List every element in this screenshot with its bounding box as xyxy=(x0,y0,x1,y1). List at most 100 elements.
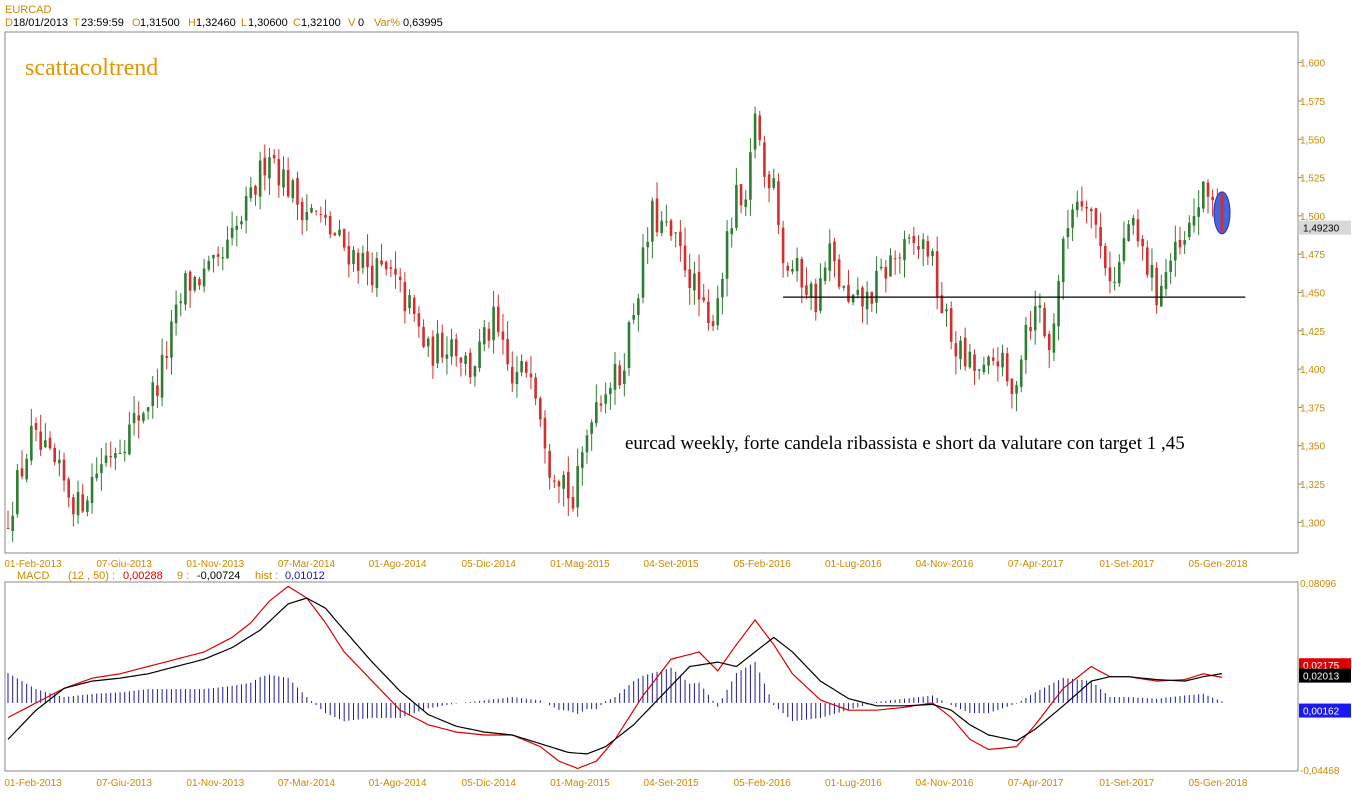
candle-body xyxy=(394,268,397,275)
candle-body xyxy=(193,276,197,291)
candle-body xyxy=(1047,333,1051,351)
candle-body xyxy=(30,425,33,461)
candle-body xyxy=(1085,206,1088,209)
price-y-axis: 1,600 1,575 1,550 1,525 1,500 1,475 1,450 1,425… xyxy=(1298,59,1325,529)
candle-body xyxy=(445,354,449,359)
candle-body xyxy=(370,265,374,286)
price-y-tick-label: 1,350 xyxy=(1300,442,1325,453)
candle-body xyxy=(20,468,24,477)
candle-body xyxy=(655,198,659,233)
candle-body xyxy=(1211,196,1214,201)
candle-body xyxy=(1136,219,1140,242)
candle-body xyxy=(1033,306,1037,331)
candle-body xyxy=(697,272,701,300)
volume-value: 0 xyxy=(358,17,364,29)
candle-body xyxy=(898,257,902,259)
close-value: 1,32100 xyxy=(301,17,341,29)
candle-body xyxy=(506,338,509,365)
volume-key: V xyxy=(348,17,356,29)
candle-body xyxy=(6,527,10,529)
macd-x-tick-label: 01-Ago-2014 xyxy=(369,778,427,789)
candle-body xyxy=(707,301,710,324)
candle-body xyxy=(53,447,56,463)
candle-body xyxy=(954,343,958,357)
candle-body xyxy=(1164,272,1168,289)
candle-body xyxy=(837,259,841,287)
candle-body xyxy=(389,267,393,270)
time-key: T xyxy=(73,17,80,29)
candle-body xyxy=(450,339,453,357)
candle-body xyxy=(800,258,804,288)
candle-body xyxy=(931,251,934,257)
candle-body xyxy=(627,322,631,368)
macd-value-tag-box xyxy=(1299,668,1351,683)
price-x-tick-label: 07-Mar-2014 xyxy=(278,559,336,570)
symbol-label: EURCAD xyxy=(5,4,52,16)
macd-x-tick-label: 07-Giu-2013 xyxy=(96,778,152,789)
candle-body xyxy=(814,283,818,313)
macd-y-axis: 0,08096 -0,04468 xyxy=(1300,579,1340,777)
candle-body xyxy=(977,369,981,371)
candle-body xyxy=(76,492,80,516)
candle-body xyxy=(609,387,612,395)
candle-body xyxy=(991,357,995,361)
price-y-tick-label: 1,600 xyxy=(1300,59,1325,70)
candle-body xyxy=(1131,218,1135,226)
candle-body xyxy=(553,480,556,482)
varpct-key: Var% xyxy=(374,17,400,29)
candle-body xyxy=(613,364,617,390)
candle-body xyxy=(893,258,897,260)
candle-body xyxy=(744,199,748,207)
macd-x-tick-label: 07-Mar-2014 xyxy=(278,778,336,789)
candle-body xyxy=(44,440,47,448)
candle-body xyxy=(202,268,206,287)
close-key: C xyxy=(293,17,301,29)
signal-param: 9 : xyxy=(177,570,189,582)
candle-body xyxy=(67,479,70,498)
candle-body xyxy=(595,402,598,424)
candle-body xyxy=(758,115,762,141)
candle-body xyxy=(170,321,173,358)
macd-y-tick-label: -0,04468 xyxy=(1300,766,1340,777)
candle-body xyxy=(212,255,215,259)
candle-body xyxy=(338,229,341,236)
candle-body xyxy=(510,366,514,384)
candle-body xyxy=(62,459,66,481)
candle-body xyxy=(300,201,304,221)
candle-body xyxy=(735,184,738,228)
last-price-box xyxy=(1299,220,1351,235)
price-y-tick-label: 1,375 xyxy=(1300,403,1325,414)
candle-body xyxy=(576,466,579,508)
candle-body xyxy=(72,497,75,515)
candle-body xyxy=(90,476,94,504)
candle-body xyxy=(623,370,626,384)
candle-body xyxy=(422,326,425,347)
candle-body xyxy=(342,229,346,248)
candle-body xyxy=(384,261,388,270)
candle-body xyxy=(11,515,14,532)
candle-body xyxy=(492,306,495,341)
price-y-tick-label: 1,475 xyxy=(1300,250,1325,261)
candle-body xyxy=(347,246,351,265)
candle-body xyxy=(1089,208,1093,212)
candle-body xyxy=(870,291,874,304)
candle-body xyxy=(128,424,131,455)
candle-body xyxy=(772,178,776,188)
candle-body xyxy=(1183,240,1186,245)
candle-body xyxy=(1155,267,1158,306)
candle-body xyxy=(258,160,262,197)
candle-body xyxy=(865,291,869,310)
macd-value-tag-label: 0,02013 xyxy=(1303,672,1340,683)
candle-body xyxy=(226,239,229,259)
candle-body xyxy=(968,351,972,368)
hist-value: 0,01012 xyxy=(285,570,325,582)
candle-body xyxy=(440,332,444,358)
macd-value-tag: 0,00162 xyxy=(1299,703,1351,718)
macd-params: (12 , 50) : xyxy=(68,570,115,582)
candle-body xyxy=(581,452,584,469)
open-key: O xyxy=(132,17,141,29)
candle-body xyxy=(725,231,729,279)
